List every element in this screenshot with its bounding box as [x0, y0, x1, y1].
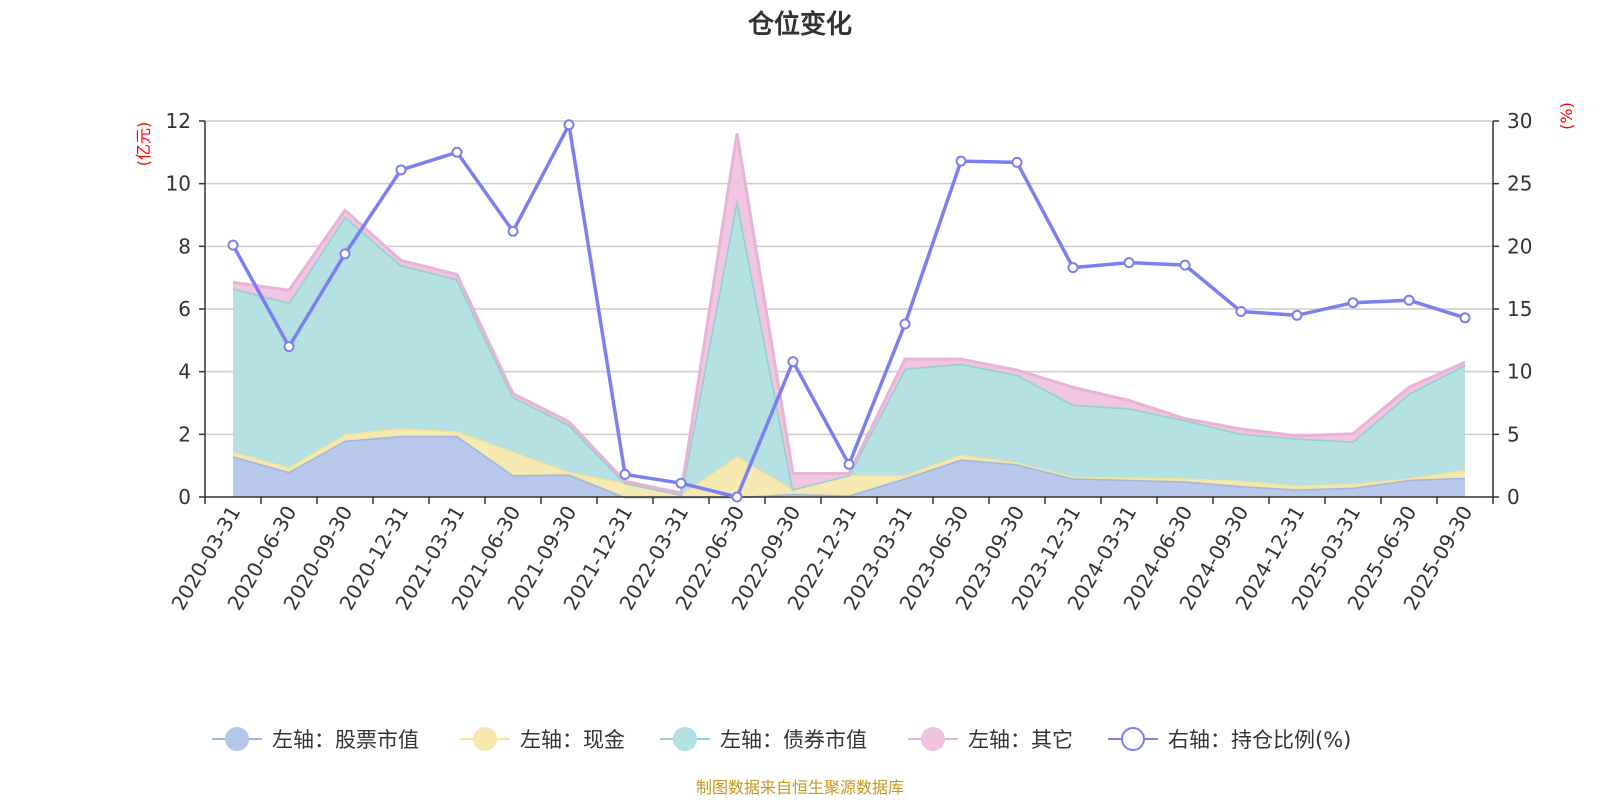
- area-series-2: [233, 428, 1465, 497]
- ratio-point: [787, 356, 799, 368]
- right-axis-tick-label: 15: [1507, 297, 1532, 321]
- legend-item-2: 左轴：现金: [460, 727, 625, 752]
- right-axis-tick-label: 30: [1507, 109, 1532, 133]
- legend-swatch-marker: [225, 727, 249, 751]
- legend-item-1: 左轴：股票市值: [212, 727, 419, 752]
- right-axis-tick-label: 0: [1507, 485, 1520, 509]
- ratio-point: [283, 341, 295, 353]
- ratio-point: [955, 155, 967, 167]
- ratio-point: [731, 491, 743, 503]
- legend: 左轴：股票市值 左轴：现金 左轴：债券市值 左轴：其它 右轴：持仓比例(%): [212, 727, 1351, 752]
- left-axis-tick-label: 12: [166, 109, 191, 133]
- ratio-point: [1123, 257, 1135, 269]
- ratio-point: [843, 458, 855, 470]
- legend-label: 左轴：其它: [968, 728, 1073, 752]
- left-axis-tick-label: 6: [178, 297, 191, 321]
- left-axis-unit: (亿元): [134, 122, 153, 167]
- ratio-point: [1235, 306, 1247, 317]
- ratio-point: [563, 119, 575, 131]
- left-axis-tick-label: 4: [178, 360, 191, 384]
- legend-item-3: 左轴：债券市值: [660, 727, 867, 752]
- ratio-point: [227, 239, 239, 251]
- ratio-point: [1403, 294, 1415, 306]
- ratio-point: [675, 477, 687, 489]
- chart-title: 仓位变化: [747, 9, 852, 40]
- legend-swatch-marker: [1121, 727, 1145, 751]
- legend-swatch-marker: [673, 727, 697, 751]
- legend-swatch-marker: [473, 727, 497, 751]
- ratio-point: [1347, 297, 1359, 309]
- right-axis-tick-label: 10: [1507, 360, 1532, 384]
- ratio-point: [619, 468, 631, 480]
- ratio-point: [395, 164, 407, 176]
- right-axis-tick-label: 25: [1507, 172, 1532, 196]
- legend-swatch-marker: [921, 727, 945, 751]
- area-series-edge-4: [232, 133, 1466, 495]
- right-axis-unit: (%): [1557, 102, 1576, 130]
- legend-item-5: 右轴：持仓比例(%): [1108, 727, 1351, 752]
- left-axis-tick-label: 0: [178, 485, 191, 509]
- ratio-point: [1179, 259, 1191, 271]
- ratio-point: [1011, 156, 1023, 168]
- legend-label: 右轴：持仓比例(%): [1168, 728, 1351, 752]
- ratio-point: [1291, 309, 1303, 321]
- area-series-3: [233, 199, 1465, 495]
- legend-item-4: 左轴：其它: [908, 727, 1073, 752]
- legend-label: 左轴：股票市值: [272, 728, 419, 752]
- ratio-point: [1067, 262, 1079, 274]
- ratio-point: [899, 318, 911, 330]
- ratio-line-series: [227, 119, 1471, 503]
- legend-label: 左轴：债券市值: [720, 728, 867, 752]
- stacked-areas: [232, 133, 1466, 499]
- ratio-point: [339, 248, 351, 260]
- legend-label: 左轴：现金: [520, 728, 625, 752]
- data-source-note: 制图数据来自恒生聚源数据库: [696, 778, 904, 797]
- right-axis-tick-label: 20: [1507, 234, 1532, 258]
- ratio-point: [507, 225, 519, 237]
- ratio-point: [1459, 312, 1471, 324]
- left-axis-tick-label: 2: [178, 422, 191, 446]
- ratio-point: [451, 146, 463, 158]
- left-axis-tick-label: 10: [166, 172, 191, 196]
- left-axis-tick-label: 8: [178, 234, 191, 258]
- right-axis-tick-label: 5: [1507, 422, 1520, 446]
